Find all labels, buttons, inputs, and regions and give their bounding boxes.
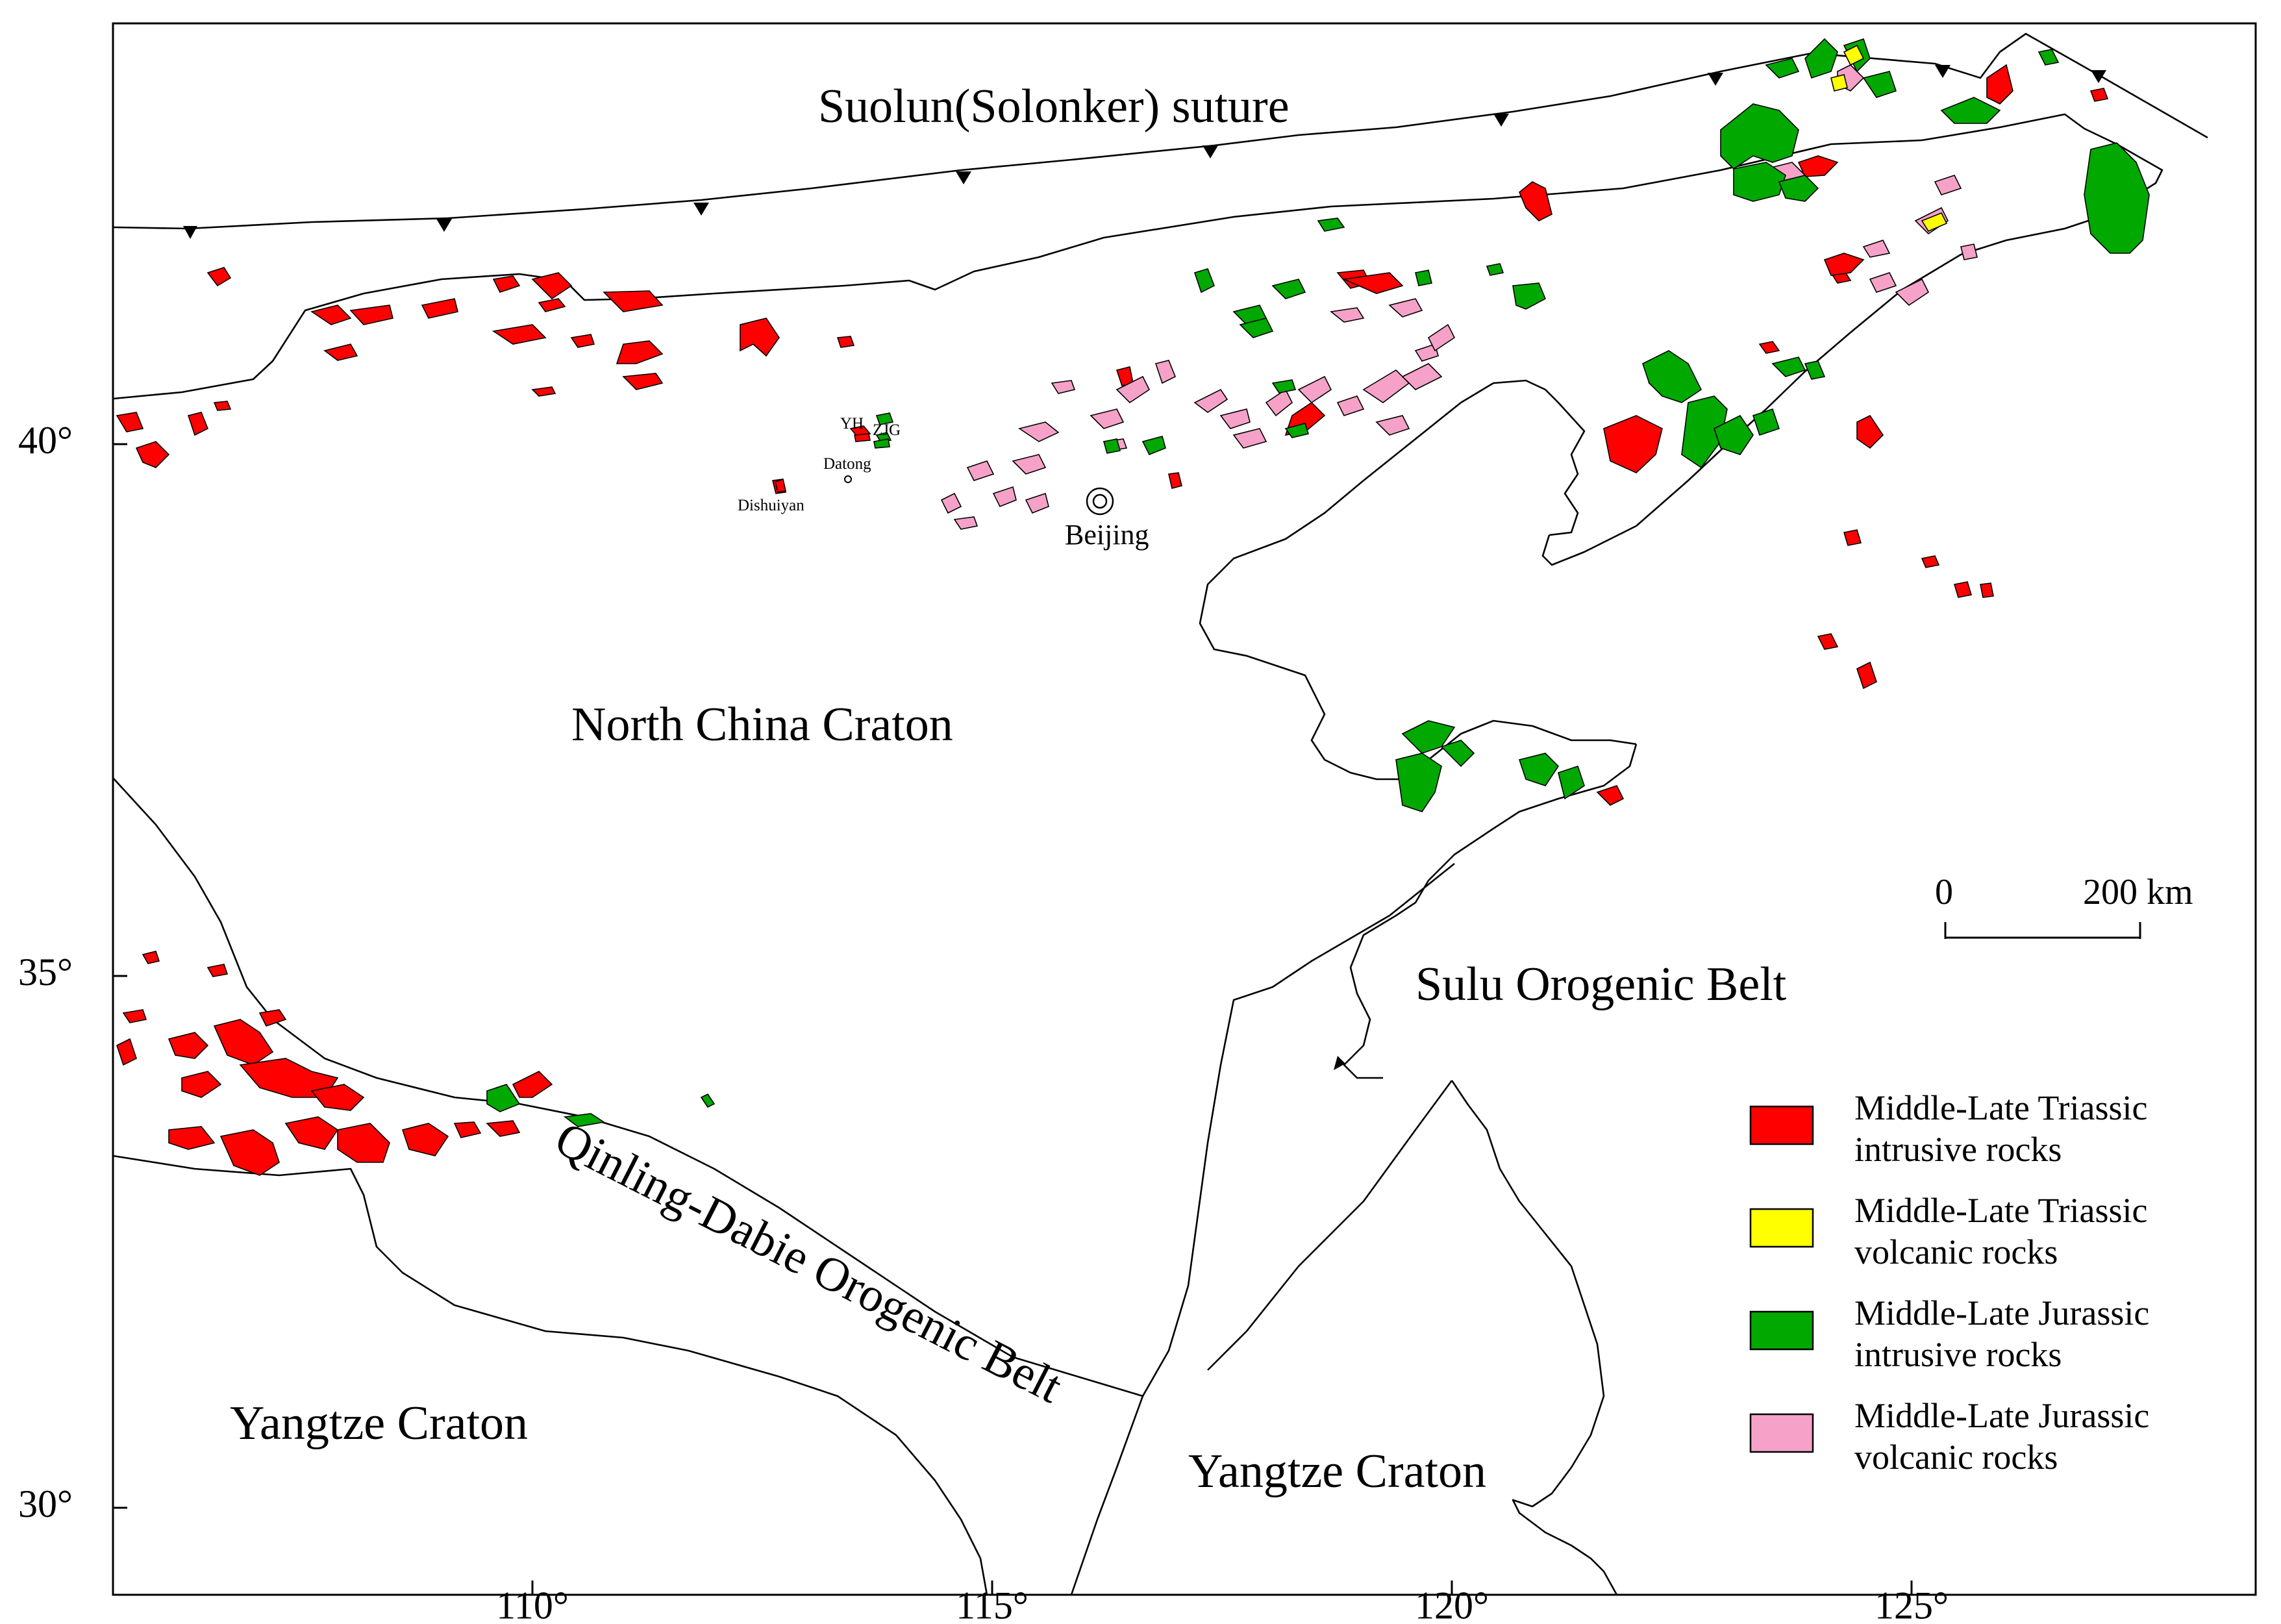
lat-label-40: 40° xyxy=(18,419,73,462)
legend-item-1-line2: intrusive rocks xyxy=(1854,1130,2062,1169)
jurassic-intrusive-bodies xyxy=(486,38,2150,1127)
lat-label-35: 35° xyxy=(18,951,73,993)
east-coastline xyxy=(1451,1080,1618,1595)
dishuiyan-label: Dishuiyan xyxy=(738,497,804,514)
legend: Middle-Late Triassic intrusive rocks Mid… xyxy=(1749,1088,2149,1477)
legend-swatch-triassic-volcanic xyxy=(1749,1208,1814,1248)
beijing-label: Beijing xyxy=(1065,519,1149,551)
legend-item-4-line1: Middle-Late Jurassic xyxy=(1854,1396,2149,1435)
lon-label-115: 115° xyxy=(956,1584,1028,1624)
zjg-body xyxy=(873,438,890,449)
tanlu-fault xyxy=(1070,862,1455,1595)
sulu-belt-label: Sulu Orogenic Belt xyxy=(1415,958,1787,1011)
shandong-coastline xyxy=(1343,743,1638,1079)
legend-item-4-line2: volcanic rocks xyxy=(1854,1438,2058,1477)
sulu-south-boundary xyxy=(1207,1080,1453,1371)
map-frame xyxy=(112,22,2257,1596)
yh-body xyxy=(854,433,871,442)
triassic-intrusive-bodies xyxy=(116,64,2109,806)
scale-bar xyxy=(1944,922,2141,939)
yh-label: YH xyxy=(840,415,864,432)
craton-north-boundary xyxy=(112,113,2163,566)
legend-item-3-line2: intrusive rocks xyxy=(1854,1335,2062,1374)
legend-swatch-jurassic-intrusive xyxy=(1749,1310,1814,1351)
legend-item-2-line1: Middle-Late Triassic xyxy=(1854,1191,2147,1230)
jurassic-volcanic-bodies xyxy=(940,64,1978,530)
yangtze-craton-east-label: Yangtze Craton xyxy=(1188,1445,1486,1498)
triassic-volcanic-bodies xyxy=(1830,44,1948,232)
legend-swatch-triassic-intrusive xyxy=(1749,1105,1814,1145)
arrow-mark xyxy=(1334,1056,1345,1070)
beijing-marker xyxy=(1086,487,1114,516)
qinling-triassic-bodies xyxy=(116,951,553,1176)
scale-end-label: 200 km xyxy=(2083,872,2193,912)
lon-label-125: 125° xyxy=(1875,1584,1949,1624)
legend-item-1-line1: Middle-Late Triassic xyxy=(1854,1088,2147,1127)
bohai-coastline xyxy=(1199,379,1637,781)
lon-label-110: 110° xyxy=(496,1584,569,1624)
dishuiyan-body xyxy=(775,478,786,493)
yangtze-craton-west-label: Yangtze Craton xyxy=(230,1397,528,1450)
legend-item-3-line1: Middle-Late Jurassic xyxy=(1854,1293,2149,1332)
legend-swatch-jurassic-volcanic xyxy=(1749,1413,1814,1453)
suture-line xyxy=(112,32,2208,230)
datong-marker xyxy=(844,475,852,483)
lat-label-30: 30° xyxy=(18,1482,73,1525)
zjg-label: ZJG xyxy=(873,421,901,439)
latitude-ticks xyxy=(113,443,127,1509)
longitude-ticks xyxy=(531,1580,1913,1595)
north-china-craton-label: North China Craton xyxy=(571,698,953,751)
scale-start-label: 0 xyxy=(1935,872,1953,912)
qinling-south-boundary xyxy=(112,1155,988,1595)
suture-teeth xyxy=(183,65,2106,239)
legend-item-2-line2: volcanic rocks xyxy=(1854,1232,2058,1271)
qinling-dabie-label: Qinling-Dabie Orogenic Belt xyxy=(547,1112,1071,1414)
lon-label-120: 120° xyxy=(1415,1584,1489,1624)
datong-label: Datong xyxy=(823,455,871,473)
suture-label: Suolun(Solonker) suture xyxy=(818,80,1290,133)
